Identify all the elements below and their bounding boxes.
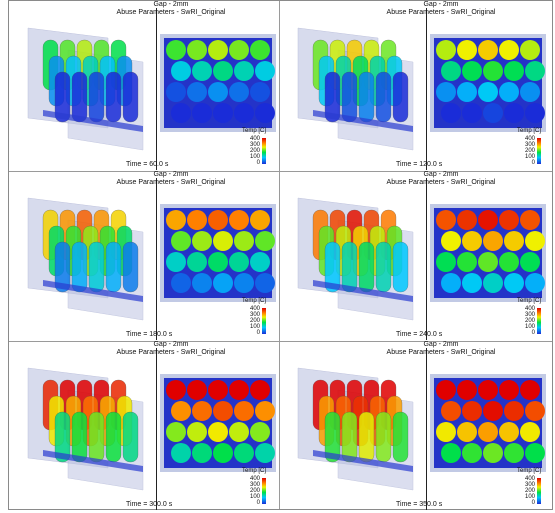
legend-tick: 300 xyxy=(249,312,260,318)
legend-tick: 400 xyxy=(524,306,535,312)
legend-tick: 100 xyxy=(524,494,535,500)
column-divider xyxy=(279,1,280,509)
abuse-parameters-label: Abuse Parameters - SwRI_Original xyxy=(386,179,496,186)
abuse-parameters-label: Abuse Parameters - SwRI_Original xyxy=(116,9,226,16)
legend-tick: 100 xyxy=(524,154,535,160)
gap-label: Gap - 2mm xyxy=(423,1,459,8)
legend-tick: 100 xyxy=(249,494,260,500)
time-label: Time = 300.0 s xyxy=(126,501,173,508)
legend-title: Temp [C] xyxy=(517,468,542,474)
abuse-parameters-label: Abuse Parameters - SwRI_Original xyxy=(116,179,226,186)
battery-module-3d xyxy=(297,27,414,151)
view-divider xyxy=(426,8,427,170)
temperature-section-view xyxy=(430,204,546,302)
legend-tick: 0 xyxy=(531,500,535,506)
legend-title: Temp [C] xyxy=(517,128,542,134)
legend-tick: 200 xyxy=(524,318,535,324)
time-label: Time = 60.0 s xyxy=(126,161,169,168)
legend-tick: 300 xyxy=(249,142,260,148)
legend-tick: 100 xyxy=(249,324,260,330)
legend-tick: 400 xyxy=(524,476,535,482)
battery-module-3d xyxy=(27,27,144,151)
temperature-section-view xyxy=(430,374,546,472)
result-panel: Gap - 2mm Abuse Parameters - SwRI_Origina… xyxy=(8,170,278,340)
legend-tick: 300 xyxy=(249,482,260,488)
legend-tick: 300 xyxy=(524,312,535,318)
colorbar xyxy=(537,138,541,164)
panel-header: Gap - 2mm Abuse Parameters - SwRI_Origina… xyxy=(366,341,516,357)
legend-tick: 200 xyxy=(524,488,535,494)
legend-tick: 400 xyxy=(249,476,260,482)
time-label: Time = 120.0 s xyxy=(396,161,443,168)
result-panel: Gap - 2mm Abuse Parameters - SwRI_Origina… xyxy=(8,0,278,170)
legend-title: Temp [C] xyxy=(242,298,267,304)
time-label: Time = 180.0 s xyxy=(126,331,173,338)
gap-label: Gap - 2mm xyxy=(423,341,459,348)
legend-tick: 400 xyxy=(524,136,535,142)
colorbar xyxy=(537,308,541,334)
temperature-section-view xyxy=(160,374,276,472)
legend-tick: 200 xyxy=(524,148,535,154)
colorbar xyxy=(262,308,266,334)
view-divider xyxy=(156,178,157,340)
legend-tick: 300 xyxy=(524,142,535,148)
battery-module-3d xyxy=(297,197,414,321)
temperature-section-view xyxy=(160,204,276,302)
gap-label: Gap - 2mm xyxy=(153,171,189,178)
time-label: Time = 240.0 s xyxy=(396,331,443,338)
row-divider xyxy=(9,171,552,172)
legend-tick: 0 xyxy=(531,330,535,336)
legend-title: Temp [C] xyxy=(242,468,267,474)
temperature-section-view xyxy=(160,34,276,132)
legend-tick: 100 xyxy=(524,324,535,330)
panel-header: Gap - 2mm Abuse Parameters - SwRI_Origina… xyxy=(366,1,516,17)
row-divider xyxy=(9,341,552,342)
battery-module-3d xyxy=(297,367,414,491)
time-label: Time = 350.0 s xyxy=(396,501,443,508)
abuse-parameters-label: Abuse Parameters - SwRI_Original xyxy=(386,9,496,16)
abuse-parameters-label: Abuse Parameters - SwRI_Original xyxy=(116,349,226,356)
legend-title: Temp [C] xyxy=(517,298,542,304)
legend-tick: 300 xyxy=(524,482,535,488)
legend-tick: 0 xyxy=(256,500,260,506)
result-panel: Gap - 2mm Abuse Parameters - SwRI_Origina… xyxy=(8,340,278,510)
panel-header: Gap - 2mm Abuse Parameters - SwRI_Origina… xyxy=(96,1,246,17)
view-divider xyxy=(426,348,427,510)
result-panel: Gap - 2mm Abuse Parameters - SwRI_Origina… xyxy=(278,0,553,170)
legend-tick: 100 xyxy=(249,154,260,160)
battery-module-3d xyxy=(27,367,144,491)
gap-label: Gap - 2mm xyxy=(423,171,459,178)
legend-tick: 200 xyxy=(249,318,260,324)
gap-label: Gap - 2mm xyxy=(153,1,189,8)
battery-module-3d xyxy=(27,197,144,321)
panel-header: Gap - 2mm Abuse Parameters - SwRI_Origina… xyxy=(96,171,246,187)
temperature-section-view xyxy=(430,34,546,132)
colorbar xyxy=(262,138,266,164)
colorbar xyxy=(262,478,266,504)
legend-tick: 400 xyxy=(249,306,260,312)
legend-tick: 0 xyxy=(256,160,260,166)
legend-tick: 400 xyxy=(249,136,260,142)
result-panel: Gap - 2mm Abuse Parameters - SwRI_Origina… xyxy=(278,340,553,510)
legend-tick: 0 xyxy=(256,330,260,336)
view-divider xyxy=(156,348,157,510)
legend-title: Temp [C] xyxy=(242,128,267,134)
view-divider xyxy=(156,8,157,170)
colorbar xyxy=(537,478,541,504)
result-panel: Gap - 2mm Abuse Parameters - SwRI_Origina… xyxy=(278,170,553,340)
view-divider xyxy=(426,178,427,340)
legend-tick: 200 xyxy=(249,488,260,494)
panel-header: Gap - 2mm Abuse Parameters - SwRI_Origina… xyxy=(366,171,516,187)
legend-tick: 200 xyxy=(249,148,260,154)
panel-header: Gap - 2mm Abuse Parameters - SwRI_Origina… xyxy=(96,341,246,357)
legend-tick: 0 xyxy=(531,160,535,166)
abuse-parameters-label: Abuse Parameters - SwRI_Original xyxy=(386,349,496,356)
gap-label: Gap - 2mm xyxy=(153,341,189,348)
